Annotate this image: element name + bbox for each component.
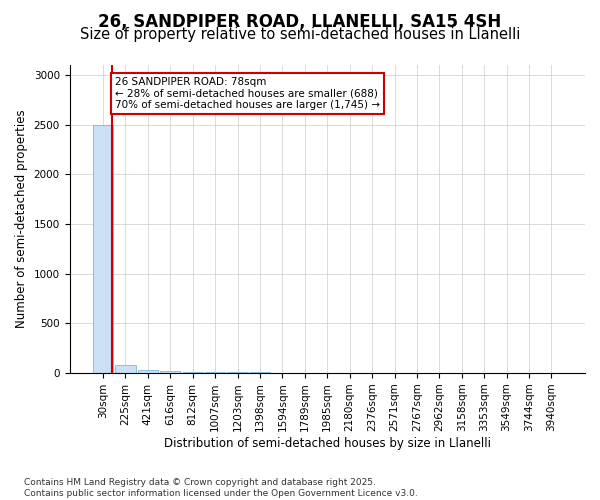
Bar (138, 370, 158, 373)
Text: 26 SANDPIPER ROAD: 78sqm
← 28% of semi-detached houses are smaller (688)
70% of : 26 SANDPIPER ROAD: 78sqm ← 28% of semi-d… (115, 77, 380, 110)
Bar (160, 372, 181, 373)
Bar (93, 124, 113, 373)
Bar (115, 365, 136, 373)
Text: 26, SANDPIPER ROAD, LLANELLI, SA15 4SH: 26, SANDPIPER ROAD, LLANELLI, SA15 4SH (98, 12, 502, 30)
X-axis label: Distribution of semi-detached houses by size in Llanelli: Distribution of semi-detached houses by … (164, 437, 491, 450)
Bar (182, 372, 203, 373)
Bar (205, 372, 225, 373)
Text: Contains HM Land Registry data © Crown copyright and database right 2025.
Contai: Contains HM Land Registry data © Crown c… (24, 478, 418, 498)
Bar (227, 372, 248, 373)
Y-axis label: Number of semi-detached properties: Number of semi-detached properties (15, 110, 28, 328)
Text: Size of property relative to semi-detached houses in Llanelli: Size of property relative to semi-detach… (80, 28, 520, 42)
